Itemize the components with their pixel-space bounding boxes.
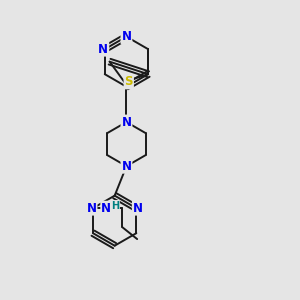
Text: N: N bbox=[86, 202, 97, 215]
Text: N: N bbox=[122, 30, 131, 43]
Text: N: N bbox=[133, 202, 143, 215]
Text: N: N bbox=[122, 116, 131, 128]
Text: N: N bbox=[101, 202, 111, 215]
Text: S: S bbox=[124, 75, 133, 88]
Text: N: N bbox=[98, 43, 108, 56]
Text: N: N bbox=[122, 160, 131, 173]
Text: H: H bbox=[111, 201, 119, 211]
